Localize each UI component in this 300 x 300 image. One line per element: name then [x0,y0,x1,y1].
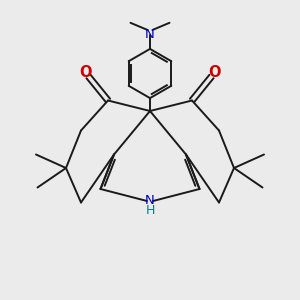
Text: H: H [145,204,155,217]
Text: N: N [145,194,155,208]
Text: N: N [145,28,155,41]
Text: O: O [79,65,92,80]
Text: O: O [208,65,221,80]
